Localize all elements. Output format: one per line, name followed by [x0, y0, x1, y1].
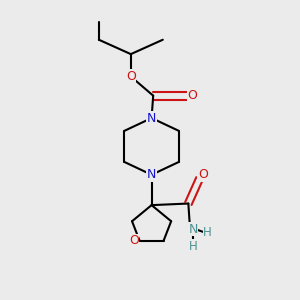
Text: N: N — [147, 168, 156, 181]
Text: O: O — [126, 70, 136, 83]
Text: N: N — [147, 112, 156, 124]
Text: H: H — [203, 226, 212, 239]
Text: O: O — [188, 89, 197, 102]
Text: O: O — [198, 168, 208, 181]
Text: O: O — [129, 234, 139, 247]
Text: N: N — [188, 223, 198, 236]
Text: H: H — [189, 239, 197, 253]
